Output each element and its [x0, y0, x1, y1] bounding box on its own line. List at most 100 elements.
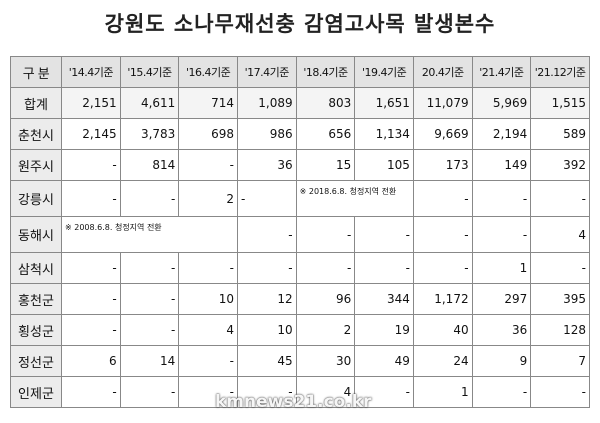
- value-cell: -: [236, 180, 297, 217]
- value-cell: -: [178, 149, 238, 181]
- value-cell: 4: [530, 216, 590, 253]
- value-cell: 45: [236, 345, 297, 377]
- value-cell: 128: [530, 314, 590, 346]
- value-cell: 656: [295, 118, 356, 150]
- value-cell: 1,089: [236, 87, 297, 119]
- value-cell: 24: [412, 345, 473, 377]
- value-cell: -: [61, 180, 121, 217]
- header-cell: 20.4기준: [412, 56, 473, 88]
- value-cell: 14: [119, 345, 180, 377]
- table-row: 동해시 ※ 2008.6.8. 청정지역 전환 - - - - -4: [10, 216, 590, 253]
- value-cell: 9,669: [412, 118, 473, 150]
- value-cell: 30: [295, 345, 356, 377]
- value-cell: 173: [412, 149, 473, 181]
- value-cell: 19: [354, 314, 414, 346]
- table-row: 정선군 6 14-45 30 49 24 9 7: [10, 345, 590, 377]
- value-cell: 2: [295, 314, 356, 346]
- value-cell: 395: [530, 283, 590, 315]
- value-cell: -: [471, 216, 532, 253]
- value-cell: 2,145: [61, 118, 121, 150]
- header-cell: '21.4기준: [471, 56, 532, 88]
- value-cell: -: [412, 180, 473, 217]
- value-cell: -: [354, 376, 414, 408]
- header-cell: '18.4기준: [295, 56, 356, 88]
- value-cell: 3,783: [119, 118, 180, 150]
- header-cell: '21.12기준: [530, 56, 590, 88]
- note-cell: ※ 2018.6.8. 청정지역 전환: [295, 180, 414, 217]
- value-cell: 15: [295, 149, 356, 181]
- value-cell: 1,172: [412, 283, 473, 315]
- value-cell: -: [61, 252, 121, 284]
- table-row: 횡성군 - -4 10 2 19 40 36 128: [10, 314, 590, 346]
- value-cell: 40: [412, 314, 473, 346]
- header-row: 구 분 '14.4기준 '15.4기준 '16.4기준 '17.4기준 '18.4기준 '1…: [10, 56, 590, 88]
- data-table: 구 분 '14.4기준 '15.4기준 '16.4기준 '17.4기준 '18.4기준 '1…: [10, 56, 590, 408]
- value-cell: -: [61, 283, 121, 315]
- value-cell: 12: [236, 283, 297, 315]
- value-cell: 986: [236, 118, 297, 150]
- value-cell: 6: [61, 345, 121, 377]
- value-cell: 297: [471, 283, 532, 315]
- value-cell: 1,515: [530, 87, 590, 119]
- table-row: 삼척시 - - - - - - -1-: [10, 252, 590, 284]
- value-cell: 714: [178, 87, 238, 119]
- value-cell: 4: [295, 376, 356, 408]
- row-name: 강릉시: [10, 180, 62, 217]
- value-cell: -: [119, 283, 180, 315]
- row-name: 인제군: [10, 376, 62, 408]
- value-cell: -: [119, 314, 180, 346]
- header-cell: 구 분: [10, 56, 62, 88]
- value-cell: -: [236, 376, 297, 408]
- value-cell: 698: [178, 118, 238, 150]
- value-cell: -: [119, 180, 180, 217]
- value-cell: 149: [471, 149, 532, 181]
- table-row: 춘천시 2,145 3,783 698 986 656 1,134 9,669 2,194 589: [10, 118, 590, 150]
- value-cell: 36: [236, 149, 297, 181]
- value-cell: 2: [178, 180, 238, 217]
- value-cell: 10: [236, 314, 297, 346]
- table-row: 강릉시 - -2- ※ 2018.6.8. 청정지역 전환 - - -: [10, 180, 590, 217]
- row-name: 횡성군: [10, 314, 62, 346]
- row-name: 합계: [10, 87, 62, 119]
- header-cell: '19.4기준: [354, 56, 414, 88]
- value-cell: 9: [471, 345, 532, 377]
- value-cell: -: [119, 376, 180, 408]
- title: 강원도 소나무재선충 감염고사목 발생본수: [104, 12, 496, 36]
- header-cell: '16.4기준: [178, 56, 238, 88]
- value-cell: -: [178, 252, 238, 284]
- value-cell: 803: [295, 87, 356, 119]
- value-cell: 2,151: [61, 87, 121, 119]
- row-name: 정선군: [10, 345, 62, 377]
- value-cell: -: [61, 149, 121, 181]
- value-cell: -: [61, 314, 121, 346]
- value-cell: 1,651: [354, 87, 414, 119]
- value-cell: 105: [354, 149, 414, 181]
- value-cell: 392: [530, 149, 590, 181]
- value-cell: 96: [295, 283, 356, 315]
- value-cell: -: [412, 216, 473, 253]
- value-cell: -: [295, 252, 356, 284]
- value-cell: 11,079: [412, 87, 473, 119]
- table-row: 홍천군 - -10 12 96 344 1,172 297 395: [10, 283, 590, 315]
- value-cell: -: [530, 252, 590, 284]
- row-name: 동해시: [10, 216, 62, 253]
- value-cell: 7: [530, 345, 590, 377]
- value-cell: -: [354, 216, 414, 253]
- value-cell: 4,611: [119, 87, 180, 119]
- value-cell: -: [471, 180, 532, 217]
- value-cell: -: [119, 252, 180, 284]
- watermark: kmnews21.co.kr: [215, 392, 372, 412]
- value-cell: -: [412, 252, 473, 284]
- value-cell: -: [530, 376, 590, 408]
- value-cell: 589: [530, 118, 590, 150]
- value-cell: 344: [354, 283, 414, 315]
- value-cell: 4: [178, 314, 238, 346]
- row-name: 홍천군: [10, 283, 62, 315]
- value-cell: -: [236, 252, 297, 284]
- table-row: 인제군 - - - -4-1- -: [10, 376, 590, 408]
- value-cell: -: [61, 376, 121, 408]
- value-cell: 1: [471, 252, 532, 284]
- value-cell: 814: [119, 149, 180, 181]
- value-cell: 2,194: [471, 118, 532, 150]
- header-cell: '14.4기준: [61, 56, 121, 88]
